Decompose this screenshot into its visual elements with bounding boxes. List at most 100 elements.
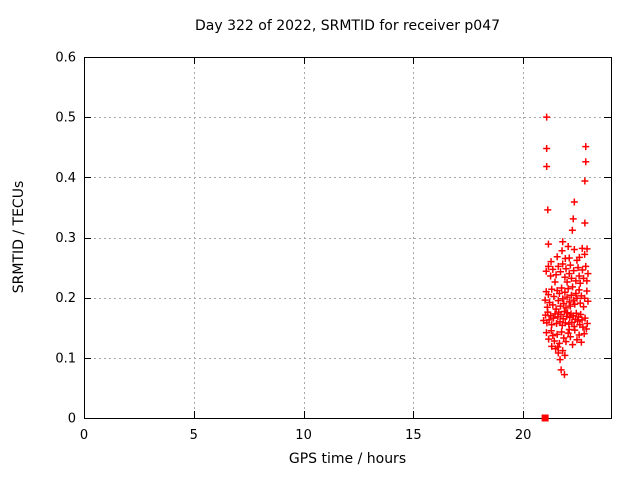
plus-marker bbox=[565, 298, 573, 306]
y-tick-label: 0.6 bbox=[55, 51, 76, 66]
x-axis-label: GPS time / hours bbox=[288, 451, 407, 467]
plus-marker bbox=[557, 311, 565, 319]
plus-marker bbox=[550, 337, 558, 345]
square-marker bbox=[541, 414, 549, 422]
y-tick-label: 0 bbox=[68, 412, 76, 427]
plus-marker bbox=[547, 272, 555, 280]
plus-marker bbox=[582, 143, 590, 151]
plus-marker bbox=[549, 314, 557, 322]
data-points-srmtid bbox=[540, 113, 592, 379]
plus-marker bbox=[550, 292, 558, 300]
plus-marker bbox=[555, 289, 563, 297]
plus-marker bbox=[581, 219, 589, 227]
plus-marker bbox=[543, 113, 551, 121]
plus-marker bbox=[573, 336, 581, 344]
plus-marker bbox=[566, 302, 574, 310]
plus-marker bbox=[565, 254, 573, 262]
plus-marker bbox=[577, 311, 585, 319]
plus-marker bbox=[574, 317, 582, 325]
plus-marker bbox=[575, 286, 583, 294]
x-tick-label: 0 bbox=[80, 428, 88, 443]
plus-marker bbox=[562, 304, 570, 312]
plus-marker bbox=[558, 247, 566, 255]
y-tick-label: 0.4 bbox=[55, 171, 76, 186]
axis-ticks bbox=[84, 57, 611, 419]
plus-marker bbox=[562, 265, 570, 273]
plus-marker bbox=[559, 315, 567, 323]
plus-marker bbox=[566, 333, 574, 341]
plus-marker bbox=[544, 308, 552, 316]
plus-marker bbox=[573, 294, 581, 302]
y-tick-label: 0.3 bbox=[55, 231, 76, 246]
plus-marker bbox=[544, 291, 552, 299]
plus-marker bbox=[543, 163, 551, 171]
plus-marker bbox=[561, 273, 569, 281]
plus-marker bbox=[542, 267, 550, 275]
plus-marker bbox=[566, 261, 574, 269]
plus-marker bbox=[554, 349, 562, 357]
plus-marker bbox=[555, 339, 563, 347]
plus-marker bbox=[557, 366, 565, 374]
plus-marker bbox=[569, 283, 577, 291]
plus-marker bbox=[563, 278, 571, 286]
plus-marker bbox=[561, 351, 569, 359]
plus-marker bbox=[548, 285, 556, 293]
plus-marker bbox=[570, 246, 578, 254]
plus-marker bbox=[567, 274, 575, 282]
plus-marker bbox=[553, 253, 561, 261]
plus-marker bbox=[560, 300, 568, 308]
plus-marker bbox=[572, 277, 580, 285]
y-tick-label: 0.2 bbox=[55, 291, 76, 306]
plus-marker bbox=[564, 285, 572, 293]
plus-marker bbox=[540, 317, 548, 325]
plus-marker bbox=[542, 329, 550, 337]
grid-lines bbox=[84, 57, 611, 418]
plus-marker bbox=[582, 262, 590, 270]
plus-marker bbox=[545, 335, 553, 343]
plus-marker bbox=[544, 262, 552, 270]
plus-marker bbox=[559, 347, 567, 355]
data-points-zero-marker bbox=[541, 414, 549, 422]
plus-marker bbox=[559, 260, 567, 268]
plus-marker bbox=[554, 343, 562, 351]
plus-marker bbox=[579, 323, 587, 331]
plus-marker bbox=[575, 331, 583, 339]
plus-marker bbox=[572, 309, 580, 317]
x-tick-label: 15 bbox=[405, 428, 422, 443]
plus-marker bbox=[556, 356, 564, 364]
plus-marker bbox=[544, 206, 552, 214]
plus-marker bbox=[561, 319, 569, 327]
plus-marker bbox=[584, 270, 592, 278]
plus-marker bbox=[570, 198, 578, 206]
plus-marker bbox=[563, 293, 571, 301]
plus-marker bbox=[569, 341, 577, 349]
plus-marker bbox=[576, 299, 584, 307]
plus-marker bbox=[568, 226, 576, 234]
plus-marker bbox=[554, 262, 562, 270]
plus-marker bbox=[574, 264, 582, 272]
plus-marker bbox=[564, 329, 572, 337]
y-tick-label: 0.1 bbox=[55, 351, 76, 366]
plus-marker bbox=[562, 338, 570, 346]
plus-marker bbox=[543, 144, 551, 152]
plus-marker bbox=[583, 245, 591, 253]
plus-marker bbox=[578, 266, 586, 274]
plus-marker bbox=[564, 309, 572, 317]
x-tick-label: 10 bbox=[295, 428, 312, 443]
plus-marker bbox=[583, 320, 591, 328]
plus-marker bbox=[570, 267, 578, 275]
plus-marker bbox=[566, 314, 574, 322]
plus-marker bbox=[549, 301, 557, 309]
plus-marker bbox=[572, 289, 580, 297]
plus-marker bbox=[573, 256, 581, 264]
plus-marker bbox=[548, 321, 556, 329]
plus-marker bbox=[560, 371, 568, 379]
plus-marker bbox=[577, 338, 585, 346]
plus-marker bbox=[544, 240, 552, 248]
tick-labels: 0 5 10 15 20 0 0.1 0.2 0.3 0.4 0.5 0.6 bbox=[55, 51, 531, 444]
plus-marker bbox=[558, 284, 566, 292]
plus-marker bbox=[565, 326, 573, 334]
plus-marker bbox=[583, 287, 591, 295]
